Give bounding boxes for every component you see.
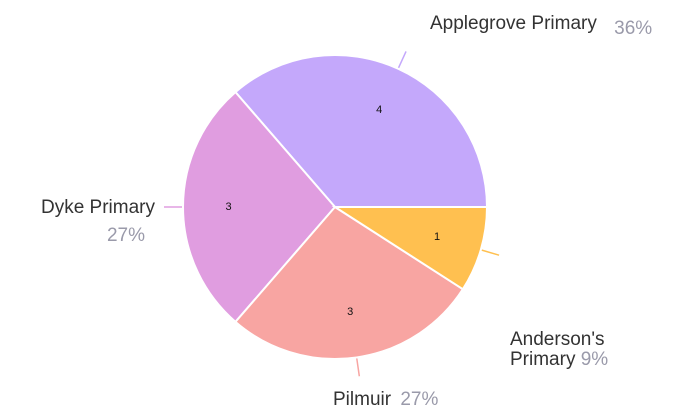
percent-label: 36% [614, 18, 653, 39]
pie-slice [234, 54, 489, 208]
percent-label: 27% [400, 389, 439, 410]
leader-line [481, 249, 500, 256]
percent-label: 27% [106, 225, 145, 246]
slice-label: Pilmuir 27% [333, 390, 533, 410]
category-name: Anderson's Primary [510, 329, 605, 370]
percent-label: 9% [580, 349, 609, 370]
slice-label: Applegrove Primary 36% [430, 13, 688, 39]
slice-value: 3 [347, 306, 353, 318]
slice-label: Dyke Primary 27% [15, 198, 155, 246]
slice-value: 4 [376, 104, 382, 116]
pie-slice [234, 205, 465, 360]
slice-value: 3 [226, 201, 232, 213]
category-name: Pilmuir [333, 389, 392, 410]
category-name: Applegrove Primary [430, 13, 597, 34]
slice-value: 1 [434, 231, 440, 243]
leader-line [356, 358, 361, 377]
slice-label: Anderson's Primary 9% [510, 330, 630, 370]
leader-line [397, 51, 407, 69]
pie-slice [331, 206, 489, 291]
category-name: Dyke Primary [40, 197, 155, 218]
pie-slice [182, 90, 337, 324]
